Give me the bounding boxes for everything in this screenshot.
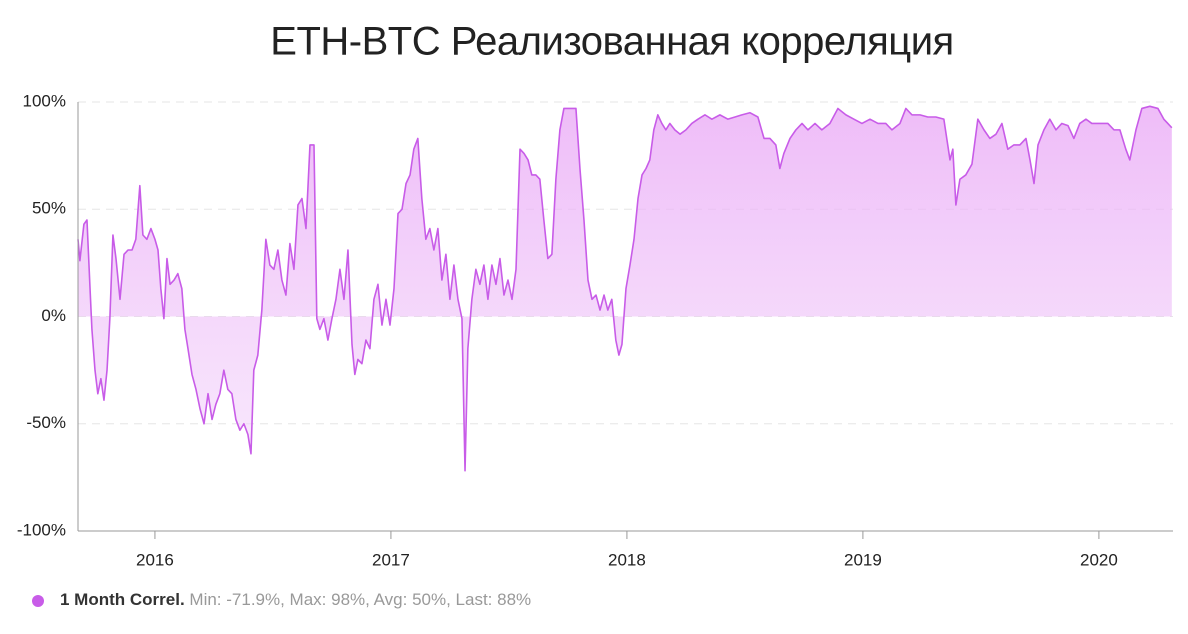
y-tick-label: -100% xyxy=(17,520,66,539)
legend-name: 1 Month Correl. xyxy=(60,590,185,609)
chart-title: ETH-BTC Реализованная корреляция xyxy=(270,20,953,64)
legend-stats: Min: -71.9%, Max: 98%, Avg: 50%, Last: 8… xyxy=(189,590,531,609)
legend-swatch xyxy=(32,595,44,607)
axes: -100% -50% 0% 50% 100% 2016 2017 2018 2019 2020 xyxy=(17,91,1173,569)
y-tick-label: 50% xyxy=(32,199,66,218)
y-tick-label: 100% xyxy=(23,91,66,110)
x-tick-label: 2018 xyxy=(608,550,646,569)
x-tick-label: 2016 xyxy=(136,550,174,569)
x-tick-label: 2017 xyxy=(372,550,410,569)
y-tick-label: -50% xyxy=(26,413,66,432)
y-tick-label: 0% xyxy=(41,306,66,325)
legend: 1 Month Correl. Min: -71.9%, Max: 98%, A… xyxy=(60,590,531,609)
x-tick-label: 2020 xyxy=(1080,550,1118,569)
plot xyxy=(77,105,1173,472)
line xyxy=(77,105,1173,472)
area xyxy=(78,106,1172,471)
x-tick-label: 2019 xyxy=(844,550,882,569)
